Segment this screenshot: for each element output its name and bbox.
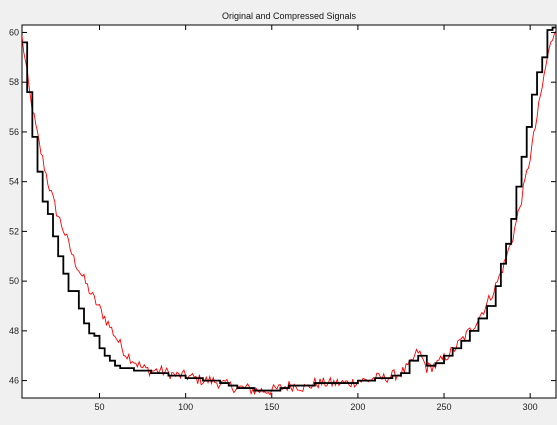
x-tick-label: 300 <box>523 402 538 412</box>
y-tick-label: 50 <box>9 276 19 286</box>
axes-background <box>21 24 557 399</box>
series-compressed-line <box>22 26 556 392</box>
x-tick-label: 200 <box>350 402 365 412</box>
y-tick-label: 54 <box>9 177 19 187</box>
x-tick-label: 150 <box>264 402 279 412</box>
y-tick-label: 48 <box>9 326 19 336</box>
axis-ticks: 50 100 150 200 250 300 46 48 50 52 54 56 58 60 <box>9 25 556 412</box>
y-tick-label: 56 <box>9 127 19 137</box>
y-tick-label: 46 <box>9 376 19 386</box>
chart-title: Original and Compressed Signals <box>222 11 357 21</box>
y-tick-label: 58 <box>9 77 19 87</box>
x-tick-label: 50 <box>95 402 105 412</box>
plot-area <box>22 26 556 396</box>
y-tick-label: 60 <box>9 27 19 37</box>
series-original-line <box>22 29 556 396</box>
x-tick-label: 250 <box>437 402 452 412</box>
x-tick-label: 100 <box>178 402 193 412</box>
y-tick-label: 52 <box>9 226 19 236</box>
